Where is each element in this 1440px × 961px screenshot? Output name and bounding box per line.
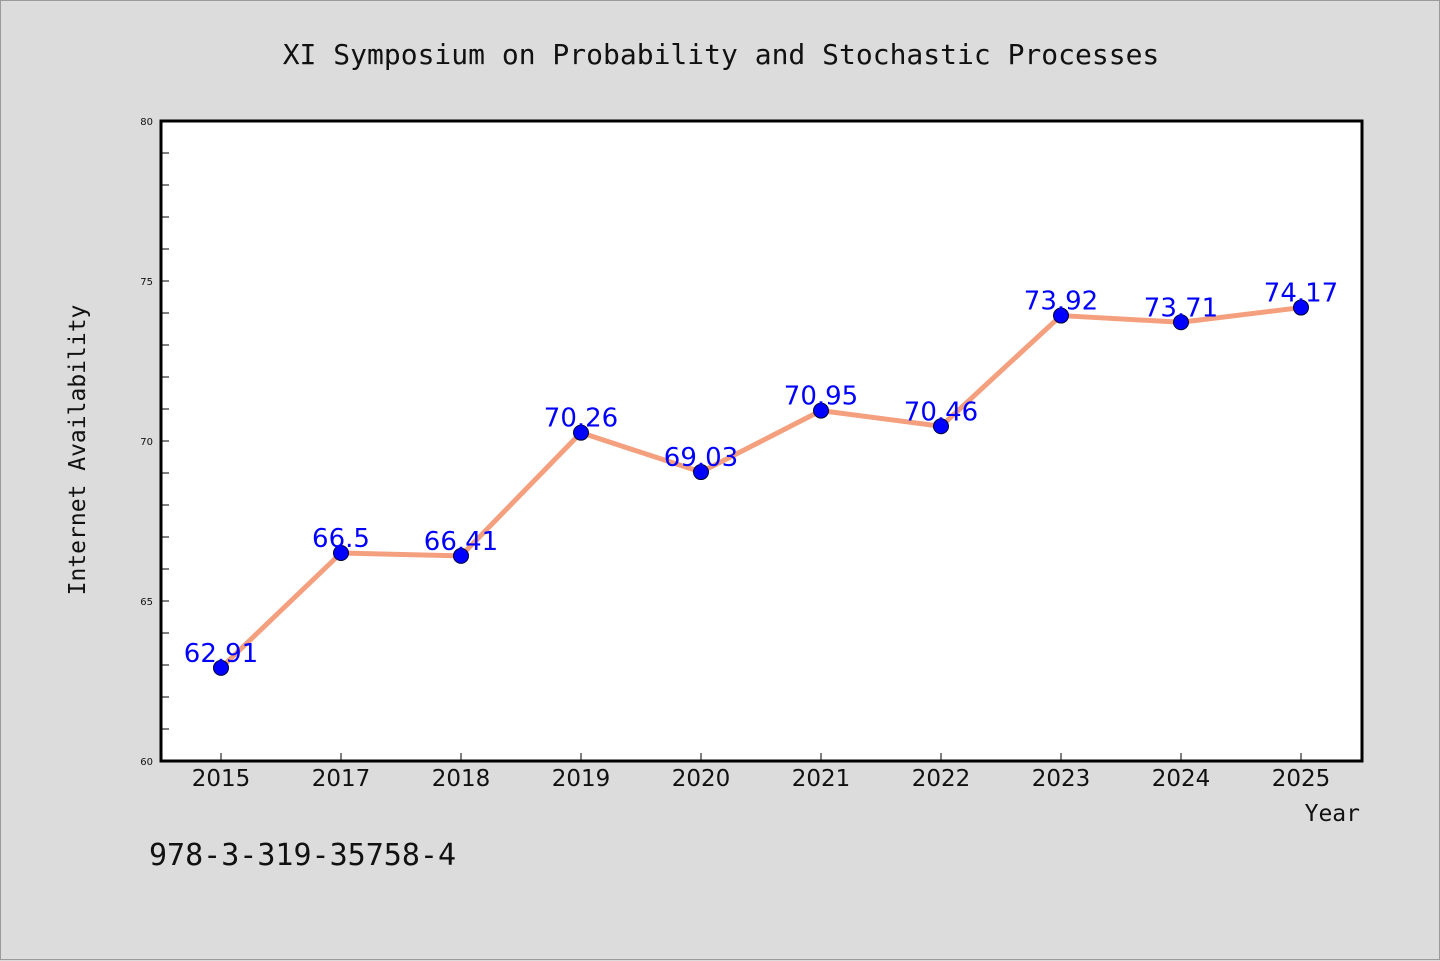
chart-title: XI Symposium on Probability and Stochast… xyxy=(283,38,1160,71)
data-point xyxy=(1053,307,1069,324)
y-tick-label: 80 xyxy=(140,117,153,128)
x-axis-label: Year xyxy=(1305,801,1360,827)
series-line-group xyxy=(218,305,1304,671)
x-tick-label: 2015 xyxy=(192,766,251,792)
data-label: 62.91 xyxy=(184,639,258,669)
data-point xyxy=(213,659,229,676)
data-label: 66.41 xyxy=(424,527,498,557)
y-axis-label: Internet Availability xyxy=(65,305,91,596)
x-tick-label: 2025 xyxy=(1272,766,1331,792)
series-line xyxy=(218,305,1304,671)
data-point xyxy=(693,464,709,481)
data-labels: 62.91 66.5 66.41 70.26 69.03 70.95 70.46 73.92 7… xyxy=(184,279,1338,669)
data-point xyxy=(453,547,469,564)
data-label: 70.95 xyxy=(784,382,858,412)
isbn-text: 978-3-319-35758-4 xyxy=(149,838,456,873)
x-tick-label: 2022 xyxy=(912,766,971,792)
x-tick-label: 2018 xyxy=(432,766,491,792)
data-label: 69.03 xyxy=(664,443,738,473)
x-axis-ticks: 2015 2017 2018 2019 2020 2021 2022 2023 2024 2025 xyxy=(192,753,1331,792)
data-point xyxy=(1293,299,1309,316)
x-tick-label: 2017 xyxy=(312,766,371,792)
data-point xyxy=(1173,314,1189,331)
data-label: 70.26 xyxy=(544,404,618,434)
data-label: 66.5 xyxy=(312,524,370,554)
data-label: 70.46 xyxy=(904,397,978,427)
y-tick-label: 65 xyxy=(140,597,153,608)
data-label: 73.92 xyxy=(1024,287,1098,317)
data-markers xyxy=(213,299,1309,676)
y-tick-label: 70 xyxy=(140,437,153,448)
data-point xyxy=(813,402,829,419)
x-tick-label: 2019 xyxy=(552,766,611,792)
data-label: 73.71 xyxy=(1144,293,1218,323)
y-minor-ticks xyxy=(161,152,169,730)
y-tick-label: 60 xyxy=(140,757,153,768)
x-tick-label: 2024 xyxy=(1152,766,1211,792)
data-point xyxy=(573,424,589,441)
x-tick-label: 2023 xyxy=(1032,766,1091,792)
y-tick-label: 75 xyxy=(140,277,153,288)
data-label: 74.17 xyxy=(1264,279,1338,309)
y-axis-ticks: 60 65 70 75 80 xyxy=(140,117,169,768)
x-tick-label: 2021 xyxy=(792,766,851,792)
x-tick-label: 2020 xyxy=(672,766,731,792)
data-point xyxy=(933,418,949,435)
data-point xyxy=(333,545,349,561)
